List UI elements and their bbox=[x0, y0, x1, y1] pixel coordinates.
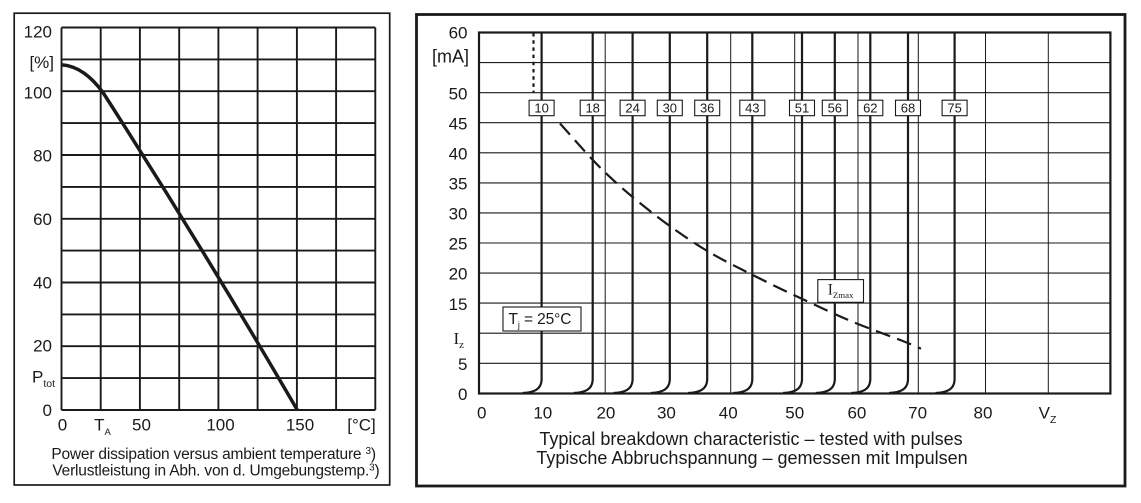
svg-text:24: 24 bbox=[625, 101, 639, 116]
svg-text:Power dissipation versus ambie: Power dissipation versus ambient tempera… bbox=[51, 446, 375, 463]
svg-text:Tj = 25°C: Tj = 25°C bbox=[509, 311, 572, 330]
svg-text:20: 20 bbox=[33, 337, 52, 356]
svg-text:0: 0 bbox=[477, 404, 486, 423]
svg-text:0: 0 bbox=[58, 416, 67, 435]
svg-text:0: 0 bbox=[43, 401, 52, 420]
svg-text:35: 35 bbox=[449, 175, 468, 194]
svg-text:100: 100 bbox=[24, 83, 52, 102]
svg-text:Typische Abbruchspannung – gem: Typische Abbruchspannung – gemessen mit … bbox=[536, 448, 967, 468]
svg-text:36: 36 bbox=[700, 101, 714, 116]
svg-text:Typical breakdown characterist: Typical breakdown characteristic – teste… bbox=[539, 429, 962, 449]
svg-text:30: 30 bbox=[449, 205, 468, 224]
svg-text:68: 68 bbox=[901, 101, 915, 116]
svg-text:60: 60 bbox=[33, 210, 52, 229]
svg-text:15: 15 bbox=[449, 295, 468, 314]
svg-text:Iz: Iz bbox=[453, 329, 464, 351]
svg-text:[mA]: [mA] bbox=[432, 47, 469, 67]
svg-text:20: 20 bbox=[449, 265, 468, 284]
svg-text:80: 80 bbox=[33, 147, 52, 166]
svg-text:51: 51 bbox=[795, 101, 809, 116]
svg-text:40: 40 bbox=[449, 145, 468, 164]
svg-text:18: 18 bbox=[585, 101, 599, 116]
svg-text:120: 120 bbox=[24, 23, 52, 42]
svg-text:43: 43 bbox=[745, 101, 759, 116]
svg-text:40: 40 bbox=[719, 404, 738, 423]
svg-text:50: 50 bbox=[132, 416, 151, 435]
svg-text:150: 150 bbox=[286, 416, 314, 435]
svg-text:30: 30 bbox=[657, 404, 676, 423]
svg-text:56: 56 bbox=[828, 101, 842, 116]
svg-text:Verlustleistung in Abh. von d.: Verlustleistung in Abh. von d. Umgebungs… bbox=[52, 462, 379, 479]
svg-text:30: 30 bbox=[663, 101, 677, 116]
svg-text:40: 40 bbox=[33, 274, 52, 293]
svg-text:5: 5 bbox=[458, 355, 467, 374]
svg-text:60: 60 bbox=[449, 24, 468, 43]
svg-text:10: 10 bbox=[533, 404, 552, 423]
svg-text:50: 50 bbox=[449, 85, 468, 104]
svg-text:50: 50 bbox=[785, 404, 804, 423]
svg-text:[°C]: [°C] bbox=[347, 416, 376, 435]
svg-text:60: 60 bbox=[847, 404, 866, 423]
svg-text:62: 62 bbox=[863, 101, 877, 116]
svg-text:75: 75 bbox=[947, 101, 961, 116]
svg-text:100: 100 bbox=[206, 416, 234, 435]
svg-text:70: 70 bbox=[908, 404, 927, 423]
svg-text:0: 0 bbox=[458, 385, 467, 404]
svg-text:80: 80 bbox=[974, 404, 993, 423]
svg-text:20: 20 bbox=[596, 404, 615, 423]
svg-text:[%]: [%] bbox=[29, 53, 54, 72]
svg-text:45: 45 bbox=[449, 115, 468, 134]
svg-text:10: 10 bbox=[534, 101, 548, 116]
svg-text:25: 25 bbox=[449, 235, 468, 254]
